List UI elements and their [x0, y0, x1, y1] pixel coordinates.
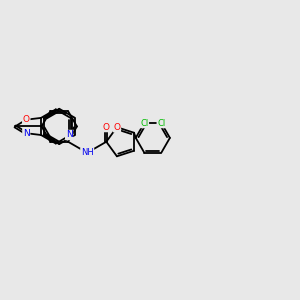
Text: Cl: Cl [140, 118, 148, 127]
Text: Cl: Cl [157, 118, 166, 127]
Text: O: O [103, 122, 110, 131]
Text: N: N [66, 130, 73, 140]
Text: O: O [113, 123, 120, 132]
Text: N: N [23, 129, 30, 138]
Text: NH: NH [81, 148, 94, 157]
Text: O: O [23, 115, 30, 124]
